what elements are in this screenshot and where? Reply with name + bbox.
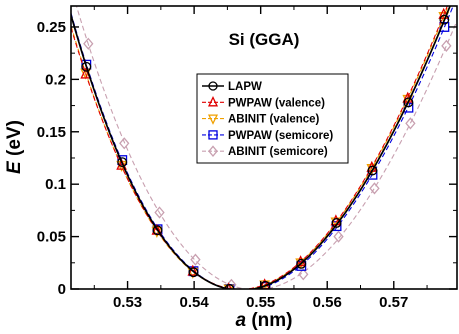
series-line	[75, 6, 457, 289]
y-tick-label: 0.15	[37, 124, 66, 141]
y-tick-label: 0	[58, 281, 66, 298]
data-point	[188, 267, 199, 278]
legend-entry: LAPW	[202, 81, 262, 93]
y-tick-label: 0.05	[37, 229, 66, 246]
legend-entry: ABINIT (valence)	[202, 114, 320, 126]
data-point	[152, 225, 163, 236]
x-axis-unit: (nm)	[246, 310, 292, 331]
data-point	[438, 7, 450, 19]
data-point	[83, 37, 94, 50]
legend-entries: LAPW PWPAW (valence) ABINIT (valence) PWPAW…	[202, 81, 333, 158]
data-point	[333, 230, 344, 243]
legend-label: ABINIT (valence)	[228, 114, 320, 126]
legend-entry: PWPAW (valence)	[202, 96, 325, 109]
y-axis: 0 0.05 0.1 0.15 0.2 0.25	[37, 19, 457, 298]
data-point	[187, 264, 199, 276]
data-point	[405, 117, 416, 130]
x-axis-variable: a	[235, 310, 246, 331]
legend-label: PWPAW (valence)	[228, 97, 325, 109]
x-axis: 0.53 0.54 0.55 0.56 0.57	[93, 6, 428, 311]
y-axis-variable: E	[4, 160, 25, 174]
legend-entry: ABINIT (semicore)	[202, 145, 328, 158]
data-point	[81, 61, 92, 72]
legend-label: PWPAW (semicore)	[228, 130, 333, 142]
data-point	[369, 182, 380, 195]
plot-frame	[70, 5, 458, 290]
y-tick-label: 0.2	[45, 71, 66, 88]
series-line	[71, 6, 448, 289]
x-tick-label: 0.54	[180, 294, 210, 311]
data-point	[331, 218, 342, 228]
data-point	[441, 39, 452, 52]
legend: LAPW PWPAW (valence) ABINIT (valence) PWPAW…	[196, 73, 349, 164]
x-tick-label: 0.55	[246, 294, 275, 311]
data-point	[403, 97, 414, 108]
x-tick-label: 0.53	[113, 294, 142, 311]
legend-label: ABINIT (semicore)	[228, 146, 328, 158]
legend-marker	[208, 81, 218, 91]
legend-marker	[207, 96, 219, 107]
legend-label: LAPW	[228, 81, 262, 93]
x-tick-label: 0.57	[379, 294, 408, 311]
x-axis-title: a (nm)	[235, 310, 292, 331]
y-axis-title: E (eV)	[4, 120, 25, 174]
legend-marker	[207, 114, 219, 125]
y-axis-unit: (eV)	[4, 120, 25, 161]
y-tick-label: 0.1	[45, 176, 66, 193]
data-point	[190, 253, 201, 266]
y-tick-label: 0.25	[37, 19, 66, 36]
series-line	[71, 6, 451, 289]
data-point	[296, 258, 307, 269]
legend-entry: PWPAW (semicore)	[202, 130, 333, 142]
x-tick-label: 0.56	[313, 294, 342, 311]
legend-marker	[208, 130, 218, 140]
data-point	[224, 284, 235, 289]
legend-marker	[208, 145, 218, 158]
data-point	[117, 157, 128, 168]
data-point	[439, 14, 450, 25]
data-point	[367, 165, 378, 176]
chart-title: Si (GGA)	[229, 30, 300, 49]
series-layer	[71, 6, 457, 289]
series-lapw	[71, 6, 451, 289]
data-point	[298, 268, 309, 281]
data-point	[154, 206, 165, 219]
data-point	[119, 137, 130, 150]
